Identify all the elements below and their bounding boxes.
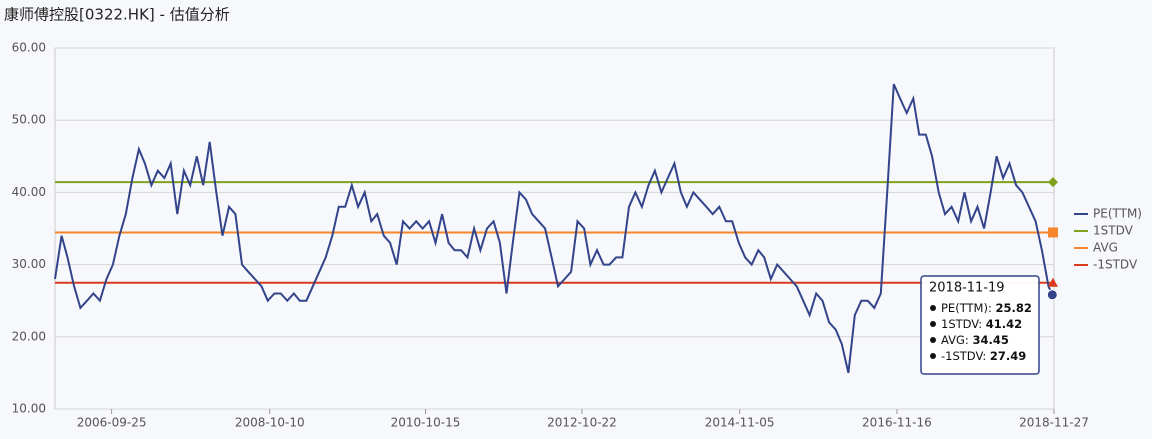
tooltip-row: AVG: 34.45 (941, 333, 1009, 347)
y-tick-label: 10.00 (12, 402, 46, 416)
point-marker (1046, 289, 1058, 301)
x-tick-label: 2016-11-16 (862, 416, 932, 430)
point-marker (1048, 177, 1058, 188)
y-tick-label: 20.00 (12, 329, 46, 343)
legend-label: 1STDV (1093, 224, 1134, 238)
legend-label: -1STDV (1093, 258, 1138, 272)
tooltip-bullet (930, 337, 936, 343)
x-tick-label: 2012-10-22 (547, 416, 617, 430)
y-tick-label: 50.00 (12, 113, 46, 127)
tooltip-label: AVG: (941, 333, 969, 347)
point-marker (1048, 277, 1058, 287)
plot-area (54, 47, 1055, 410)
tooltip-bullet (930, 353, 936, 359)
tooltip-row: 1STDV: 41.42 (941, 317, 1022, 331)
tooltip-box (920, 275, 1040, 375)
tooltip-value: 25.82 (995, 301, 1031, 315)
x-tick-label: 2008-10-10 (235, 416, 305, 430)
tooltip-bullet (930, 321, 936, 327)
tooltip-bullet (930, 305, 936, 311)
tooltip-value: 27.49 (990, 349, 1026, 363)
line (54, 83, 1054, 374)
y-tick-label: 30.00 (12, 257, 46, 271)
y-tick-label: 60.00 (12, 41, 46, 55)
x-tick-label: 2006-09-25 (77, 416, 147, 430)
tooltip-row: -1STDV: 27.49 (941, 349, 1026, 363)
x-tick-label: 2014-11-05 (705, 416, 775, 430)
tooltip-title: 2018-11-19 (929, 281, 1005, 296)
legend-label: AVG (1093, 241, 1118, 255)
tooltip-value: 34.45 (972, 333, 1008, 347)
legend-label: PE(TTM) (1093, 207, 1142, 221)
tooltip-label: PE(TTM): (941, 301, 992, 315)
chart-title: 康师傅控股[0322.HK] - 估值分析 (4, 6, 230, 24)
point-marker (1048, 227, 1058, 238)
tooltip-value: 41.42 (986, 317, 1022, 331)
tooltip-row: PE(TTM): 25.82 (941, 301, 1032, 315)
x-tick-label: 2018-11-27 (1019, 416, 1089, 430)
y-tick-label: 40.00 (12, 185, 46, 199)
tooltip-label: -1STDV: (941, 349, 986, 363)
x-tick-label: 2010-10-15 (391, 416, 461, 430)
tooltip-label: 1STDV: (941, 317, 982, 331)
